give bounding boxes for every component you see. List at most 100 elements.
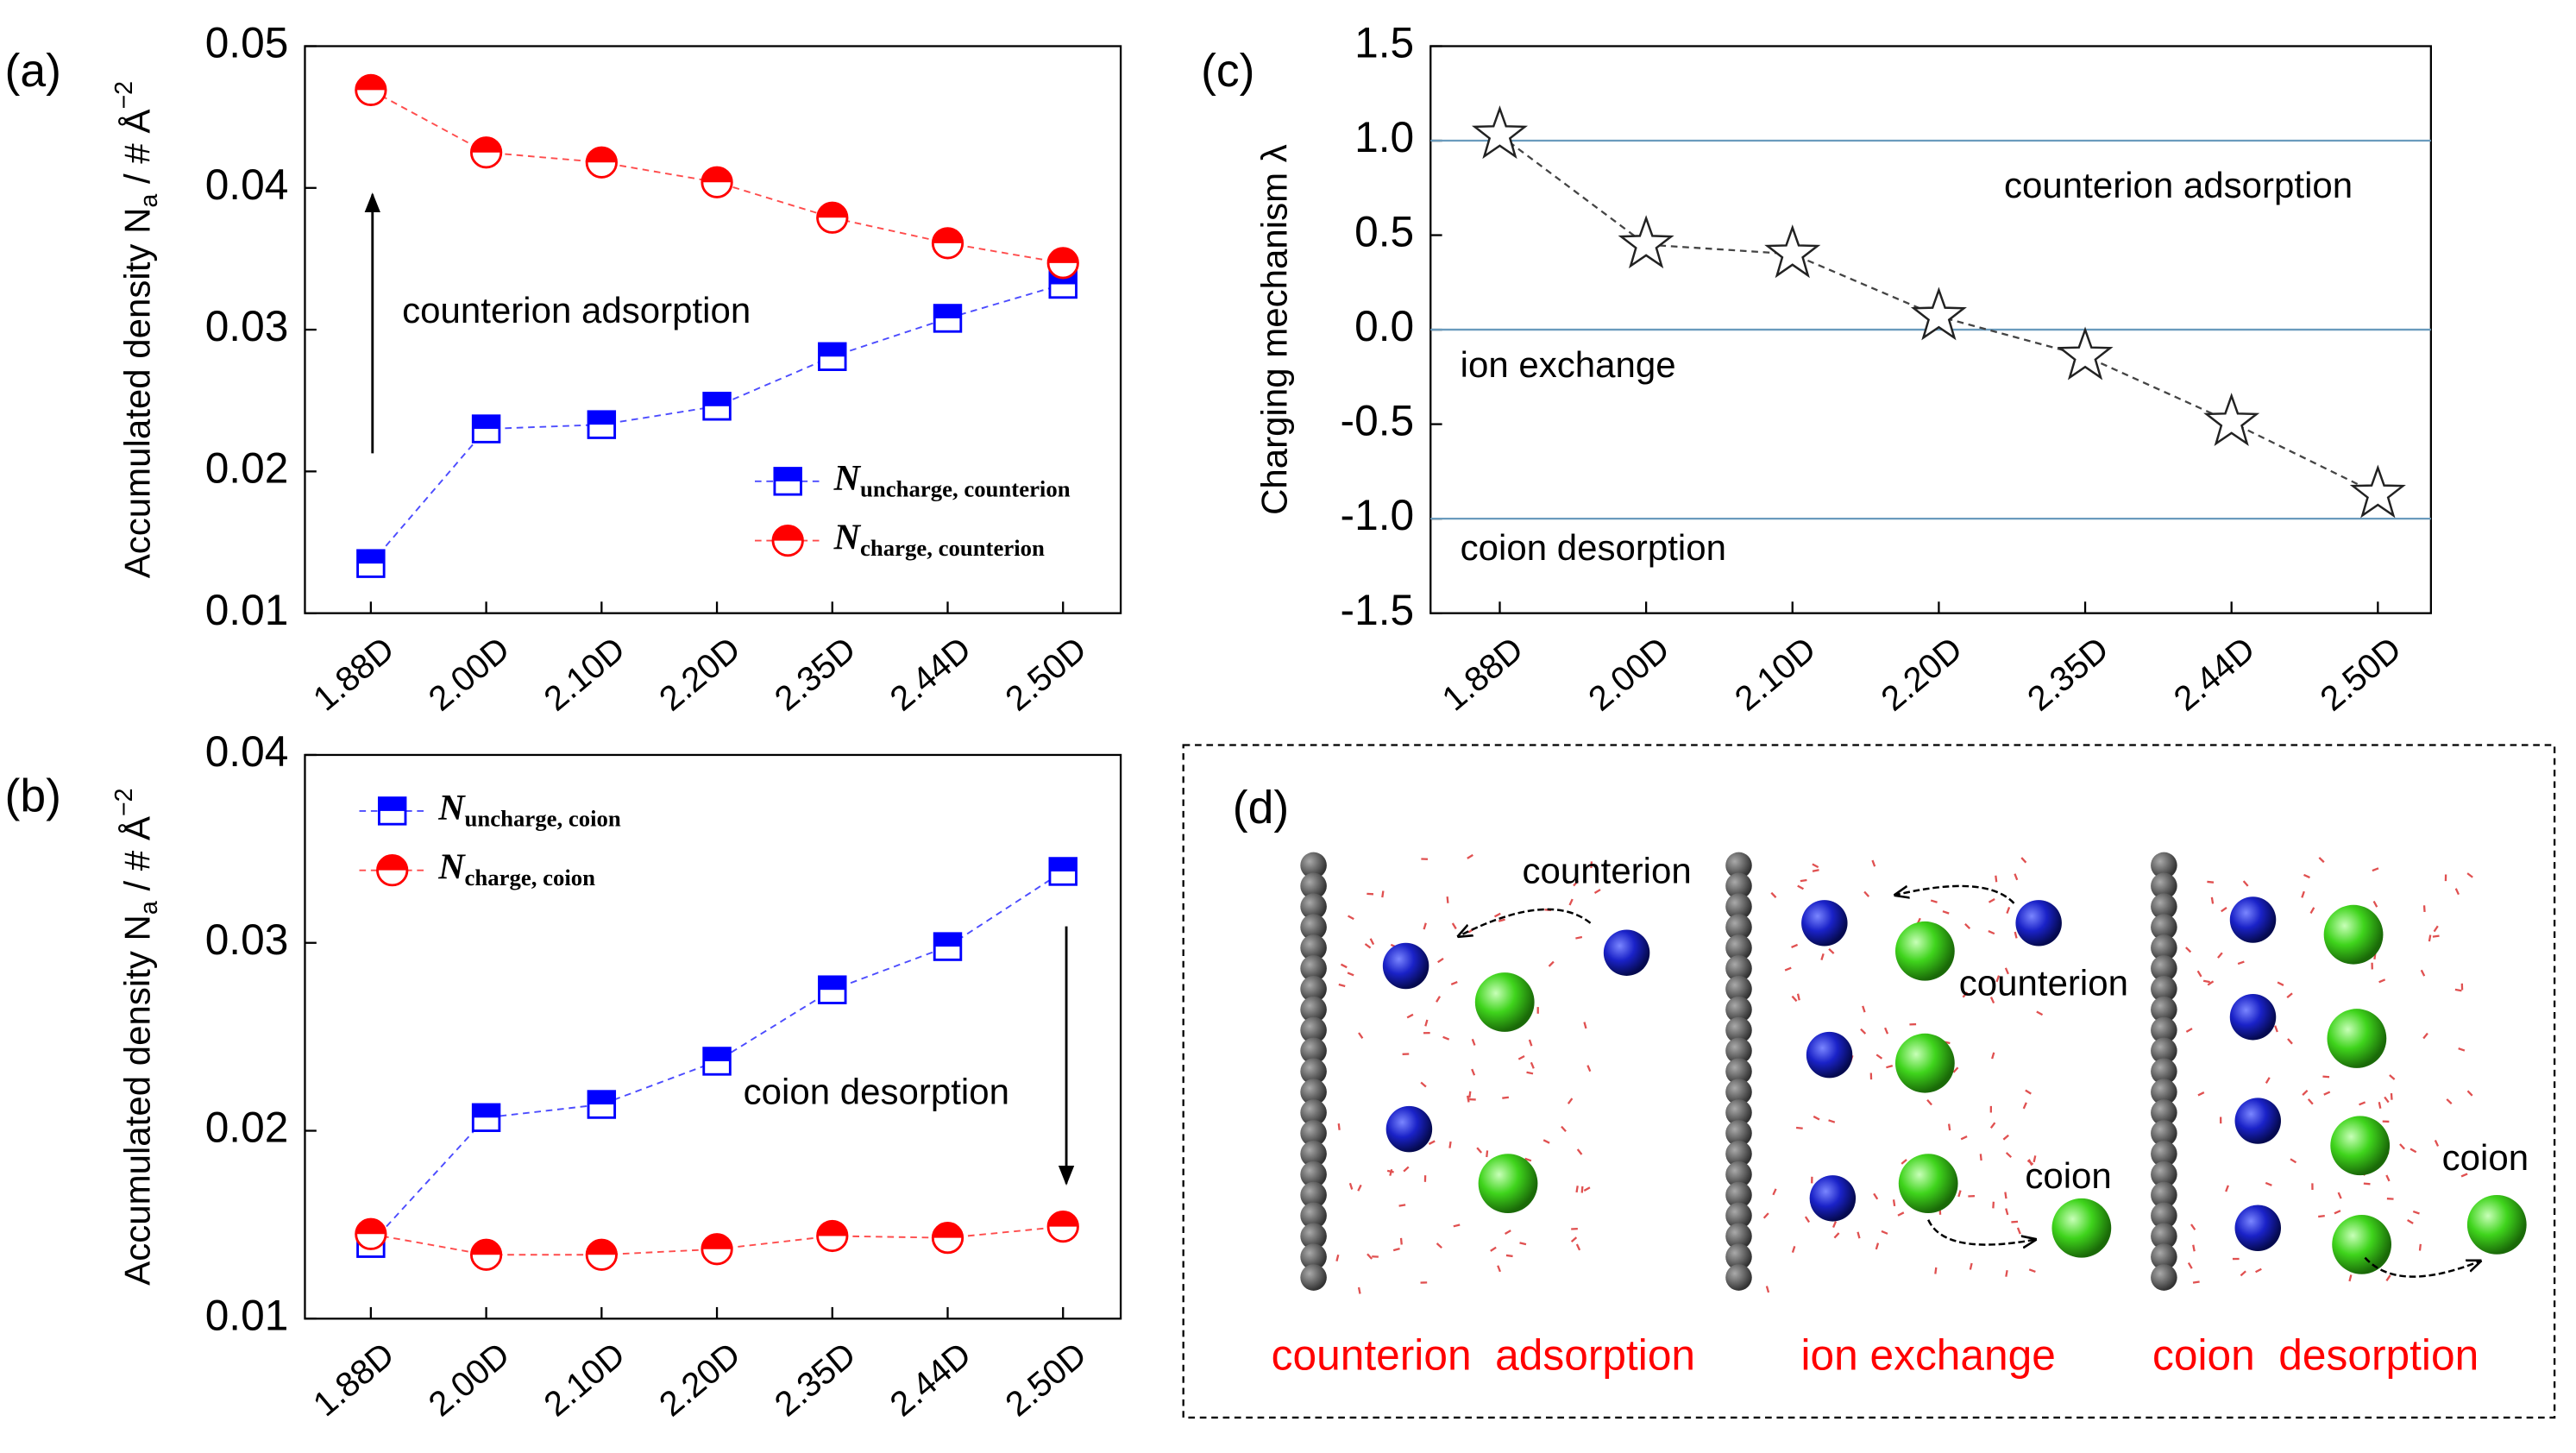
water xyxy=(2407,1219,2414,1224)
water xyxy=(1568,898,1574,906)
y-tick-label: 0.03 xyxy=(205,302,289,350)
water xyxy=(2385,1174,2391,1182)
water xyxy=(1338,983,1346,988)
water xyxy=(1576,1148,1583,1155)
water xyxy=(1340,963,1348,969)
water xyxy=(1530,1061,1535,1069)
water xyxy=(1575,1186,1579,1193)
marker-fill xyxy=(1049,858,1077,871)
water xyxy=(2005,1208,2009,1216)
marker-fill xyxy=(377,855,407,871)
counterion xyxy=(2234,1098,2282,1144)
water xyxy=(2286,992,2293,999)
legend-label: Nuncharge, coion xyxy=(437,789,621,832)
water xyxy=(2202,979,2210,984)
water xyxy=(1403,1166,1410,1173)
electrode-atom xyxy=(1725,1243,1752,1270)
data-point xyxy=(818,975,847,1004)
marker-fill xyxy=(933,1223,963,1238)
electrode-atom xyxy=(1300,893,1327,920)
water xyxy=(2303,873,2310,879)
coion xyxy=(1474,972,1535,1032)
y-tick-label: 0.02 xyxy=(205,1104,289,1152)
water xyxy=(1542,1139,1550,1144)
water xyxy=(1926,1098,1932,1106)
data-point xyxy=(702,392,732,421)
water xyxy=(2446,1098,2453,1105)
diagram-label: counterion xyxy=(1523,851,1692,891)
electrode-atom xyxy=(1300,1140,1327,1167)
x-tick-label: 2.50D xyxy=(2314,630,2409,719)
water xyxy=(1436,1242,1442,1249)
water xyxy=(2302,1090,2309,1096)
water xyxy=(1828,1119,1836,1123)
water xyxy=(1570,1236,1578,1243)
water xyxy=(1962,991,1969,998)
electrode-atom xyxy=(2151,1099,2177,1126)
y-tick-label: -1.5 xyxy=(1341,586,1415,634)
data-point xyxy=(471,414,501,443)
water xyxy=(2020,857,2027,864)
water xyxy=(1947,1123,1951,1131)
water xyxy=(2004,1192,2007,1199)
marker-fill xyxy=(817,203,847,218)
y-tick-label: 0.01 xyxy=(205,1291,289,1339)
water xyxy=(2466,872,2473,878)
electrode-atom xyxy=(1725,1140,1752,1167)
water xyxy=(1493,912,1501,918)
water xyxy=(1791,1246,1796,1254)
y-tick-label: 1.0 xyxy=(1354,113,1414,161)
water xyxy=(1901,1159,1907,1165)
water xyxy=(1828,947,1835,954)
counterion xyxy=(1801,900,1848,947)
diagram-caption: ion exchange xyxy=(1800,1330,2055,1379)
water xyxy=(1524,1157,1532,1162)
water xyxy=(1991,1052,1995,1060)
water xyxy=(1812,869,1819,872)
electrode-atom xyxy=(2151,1058,2177,1085)
motion-arrow xyxy=(1927,1219,2035,1245)
water xyxy=(1442,1035,1450,1041)
coion xyxy=(1478,1154,1538,1214)
water xyxy=(2011,1220,2019,1223)
water xyxy=(1804,1216,1811,1223)
water xyxy=(2432,934,2440,938)
water xyxy=(1467,853,1473,859)
marker-fill xyxy=(773,525,803,541)
electrode-atom xyxy=(1300,1202,1327,1230)
star-marker xyxy=(1764,224,1821,279)
x-tick-label: 2.20D xyxy=(652,1336,747,1425)
water xyxy=(1335,1254,1340,1261)
star-marker xyxy=(2203,393,2260,447)
water xyxy=(1357,1286,1361,1294)
marker-fill xyxy=(934,933,961,947)
marker-fill xyxy=(703,1047,731,1061)
water xyxy=(2187,1261,2193,1269)
electrode-atom xyxy=(1300,1223,1327,1250)
electrode-atom xyxy=(2151,1037,2177,1065)
x-tick-label: 2.50D xyxy=(998,1336,1093,1425)
water xyxy=(1897,1211,1905,1217)
coion xyxy=(2330,1116,2391,1176)
electrode-atom xyxy=(1300,1161,1327,1188)
water xyxy=(1791,943,1799,948)
water xyxy=(1942,910,1950,915)
water xyxy=(2240,1270,2246,1277)
water xyxy=(2433,925,2439,933)
coion xyxy=(2327,1009,2387,1068)
counterion xyxy=(2229,896,2277,943)
marker-fill xyxy=(471,1240,501,1255)
coion xyxy=(2466,1195,2527,1255)
marker-fill xyxy=(819,976,846,991)
electrode-atom xyxy=(2151,1264,2177,1291)
data-point xyxy=(702,1047,732,1076)
y-tick-label: 0.01 xyxy=(205,586,289,634)
water xyxy=(2359,1101,2366,1106)
x-tick-label: 2.10D xyxy=(1728,630,1823,719)
water xyxy=(1575,935,1583,940)
water xyxy=(1863,890,1870,897)
annotation: counterion adsorption xyxy=(2004,165,2353,205)
data-point xyxy=(587,410,617,439)
y-axis-label: Accumulated density Na / # Å−2 xyxy=(110,788,163,1285)
water xyxy=(1833,1232,1840,1239)
